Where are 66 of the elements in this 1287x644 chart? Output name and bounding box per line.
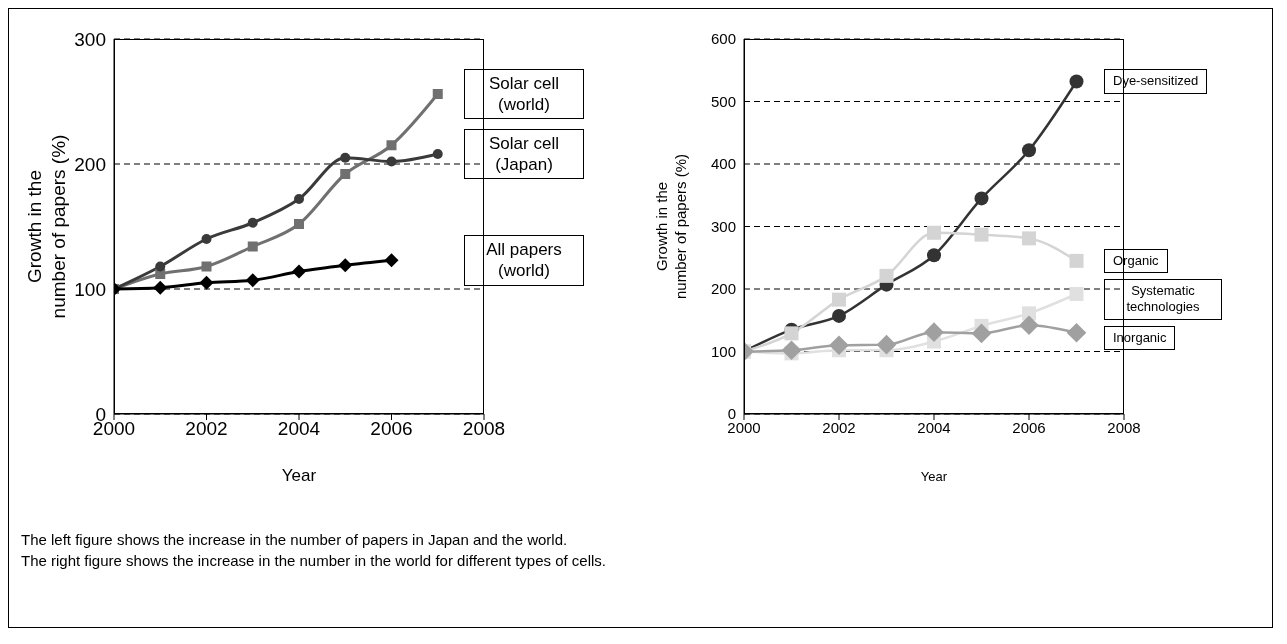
- point: [201, 234, 212, 244]
- point: [1069, 74, 1084, 89]
- x-tick-label: 2004: [277, 418, 321, 440]
- text: The left figure shows the increase in the number of papers in Japan and the world.: [21, 530, 569, 550]
- point: [924, 322, 944, 342]
- text: Solar cell (Japan): [464, 128, 584, 180]
- point: [386, 156, 397, 167]
- x-tick-label: 2002: [185, 418, 228, 440]
- text: Systematic technologies: [1104, 279, 1222, 320]
- text: All papers (world): [464, 235, 584, 286]
- point: [340, 169, 351, 179]
- x-tick-label: 2004: [917, 418, 951, 436]
- point: [294, 219, 304, 229]
- point: [784, 326, 799, 341]
- point: [1019, 315, 1039, 336]
- y-tick-label: 100: [710, 342, 736, 360]
- x-axis-title: Year: [920, 469, 948, 484]
- point: [247, 241, 258, 252]
- x-tick-label: 2008: [462, 418, 506, 440]
- point: [832, 308, 846, 323]
- y-axis-title: Growth in the number of papers (%): [653, 153, 689, 300]
- point: [386, 140, 397, 151]
- point: [974, 227, 989, 242]
- point: [292, 264, 306, 279]
- x-tick-label: 2006: [370, 418, 413, 440]
- y-tick-label: 600: [710, 30, 736, 48]
- y-tick-label: 200: [74, 153, 106, 175]
- x-tick-label: 2008: [1107, 418, 1141, 436]
- point: [384, 253, 399, 268]
- y-tick-label: 100: [74, 278, 106, 300]
- point: [432, 149, 443, 159]
- point: [974, 191, 989, 206]
- point: [432, 89, 443, 99]
- point: [927, 225, 941, 240]
- point: [876, 334, 897, 355]
- point: [153, 280, 168, 295]
- point: [247, 217, 258, 228]
- x-tick-label: 2002: [822, 418, 856, 436]
- point: [832, 292, 846, 307]
- y-tick-label: 400: [710, 155, 736, 173]
- point: [829, 335, 849, 356]
- point: [1069, 287, 1084, 301]
- point: [781, 340, 802, 361]
- point: [1069, 253, 1084, 268]
- point: [1022, 143, 1036, 158]
- point: [1022, 231, 1036, 246]
- x-axis-title: Year: [281, 466, 317, 485]
- point: [201, 261, 212, 272]
- y-axis-title: Growth in the number of papers (%): [24, 134, 69, 319]
- text: The right figure shows the increase in the number in the world for different types of cells.: [21, 551, 607, 571]
- x-tick-label: 2006: [1012, 418, 1046, 436]
- point: [971, 323, 992, 344]
- point: [338, 258, 353, 273]
- point: [155, 261, 166, 272]
- point: [294, 194, 304, 204]
- point: [340, 152, 351, 163]
- point: [199, 275, 214, 290]
- y-tick-label: 300: [710, 217, 736, 235]
- point: [879, 268, 894, 283]
- y-tick-label: 200: [710, 280, 736, 298]
- point: [927, 248, 941, 263]
- text: Solar cell (world): [464, 68, 584, 120]
- y-tick-label: 500: [710, 92, 736, 110]
- y-tick-label: 300: [74, 28, 106, 50]
- point: [1066, 322, 1087, 343]
- point: [245, 273, 260, 288]
